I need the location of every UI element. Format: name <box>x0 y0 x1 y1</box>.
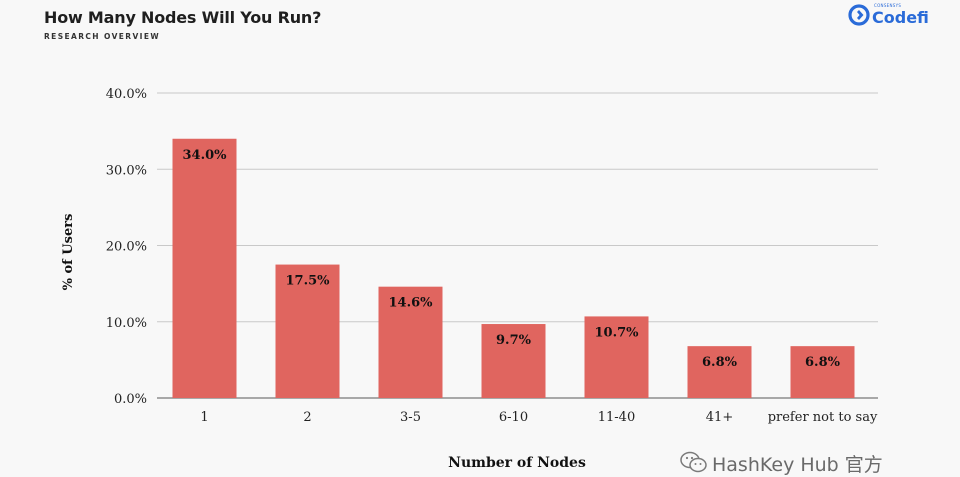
x-tick-label: 3-5 <box>400 410 421 425</box>
bar-11-40 <box>584 316 649 398</box>
bar-value-label: 14.6% <box>388 296 433 311</box>
x-tick-label: 6-10 <box>499 410 528 425</box>
y-axis-label: % of Users <box>61 214 76 291</box>
x-tick-label: prefer not to say <box>768 410 878 425</box>
y-tick-label: 40.0% <box>106 87 147 102</box>
bar-value-label: 10.7% <box>594 325 639 340</box>
y-tick-labels: 0.0% 10.0% 20.0% 30.0% 40.0% <box>106 87 147 407</box>
x-axis-label: Number of Nodes <box>448 455 586 471</box>
bar-6-10 <box>481 324 546 398</box>
wechat-icon <box>680 451 707 473</box>
logo-wordmark: Codefi <box>872 8 929 27</box>
bar-41+ <box>687 346 752 398</box>
y-tick-label: 0.0% <box>114 392 147 407</box>
y-tick-label: 10.0% <box>106 316 147 331</box>
watermark-text: HashKey Hub 官方 <box>712 454 883 476</box>
bar-value-label: 6.8% <box>702 355 738 370</box>
y-tick-label: 20.0% <box>106 240 147 255</box>
bar-2 <box>275 264 340 398</box>
logo-tagline: CONSENSYS <box>874 3 902 8</box>
bar-value-label: 17.5% <box>285 274 330 289</box>
x-tick-label: 41+ <box>706 410 733 425</box>
bar-prefer-not-to-say <box>790 346 855 398</box>
x-tick-label: 1 <box>200 410 208 425</box>
chart-subtitle: RESEARCH OVERVIEW <box>44 32 161 41</box>
x-tick-labels: 1 2 3-5 6-10 11-40 41+ prefer not to say <box>200 410 878 425</box>
codefi-logo-icon <box>848 4 870 26</box>
bar-value-label: 6.8% <box>805 355 841 370</box>
bar-1 <box>172 138 237 398</box>
bars <box>172 138 855 398</box>
x-tick-label: 11-40 <box>598 410 635 425</box>
y-tick-label: 30.0% <box>106 163 147 178</box>
bar-data-labels: 34.0% 17.5% 14.6% 9.7% 10.7% 6.8% 6.8% <box>182 148 840 370</box>
x-tick-label: 2 <box>303 410 311 425</box>
chart-title: How Many Nodes Will You Run? <box>44 8 322 27</box>
bar-value-label: 9.7% <box>496 333 532 348</box>
bar-value-label: 34.0% <box>182 148 227 163</box>
bar-3-5 <box>378 286 443 398</box>
